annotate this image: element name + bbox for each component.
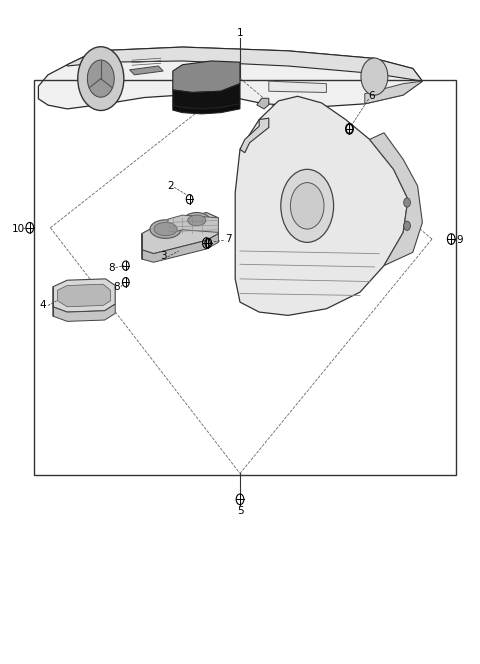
Circle shape (404, 221, 410, 230)
Polygon shape (67, 47, 422, 81)
Text: 9: 9 (456, 235, 463, 246)
Ellipse shape (150, 220, 181, 238)
Polygon shape (173, 104, 240, 114)
Polygon shape (168, 215, 218, 234)
Text: 4: 4 (40, 300, 47, 311)
Polygon shape (130, 66, 163, 75)
Polygon shape (257, 98, 269, 109)
Polygon shape (142, 212, 218, 254)
Polygon shape (240, 118, 269, 153)
Text: 8: 8 (108, 262, 115, 273)
Circle shape (78, 46, 124, 110)
Circle shape (361, 58, 388, 95)
Polygon shape (173, 61, 240, 92)
Text: 1: 1 (237, 28, 243, 39)
Ellipse shape (188, 215, 206, 226)
Ellipse shape (154, 222, 177, 236)
Polygon shape (58, 284, 110, 307)
Text: 5: 5 (237, 506, 243, 517)
Polygon shape (173, 84, 240, 109)
Polygon shape (53, 304, 115, 321)
Text: 6: 6 (369, 91, 375, 102)
Text: 2: 2 (167, 181, 174, 191)
Polygon shape (38, 47, 422, 109)
Text: 8: 8 (113, 282, 120, 292)
Polygon shape (370, 133, 422, 266)
Polygon shape (142, 234, 218, 262)
Bar (34, 80, 456, 475)
Circle shape (281, 169, 334, 242)
Text: 3: 3 (160, 250, 167, 261)
Circle shape (404, 198, 410, 207)
Polygon shape (269, 81, 326, 92)
Text: 7: 7 (225, 234, 231, 244)
Ellipse shape (183, 212, 210, 228)
Polygon shape (365, 81, 422, 104)
Polygon shape (53, 279, 115, 312)
Circle shape (87, 60, 114, 97)
Text: 10: 10 (12, 224, 25, 234)
Circle shape (290, 183, 324, 229)
Polygon shape (235, 96, 408, 315)
